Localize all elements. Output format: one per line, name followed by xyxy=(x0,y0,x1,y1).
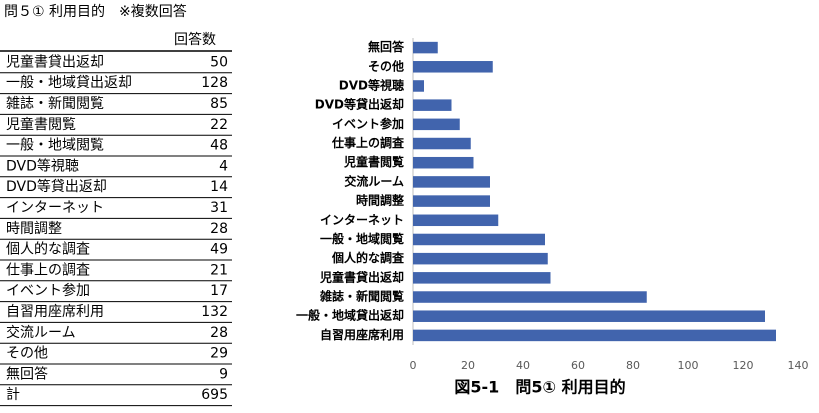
row-value: 14 xyxy=(210,179,228,195)
x-tick-label: 0 xyxy=(410,359,417,372)
y-tick-label: 無回答 xyxy=(368,39,405,54)
bar xyxy=(413,176,490,188)
x-tick-label: 80 xyxy=(626,359,640,372)
row-label: 児童書閲覧 xyxy=(6,116,76,133)
row-value: 48 xyxy=(210,138,228,154)
bar xyxy=(413,61,493,73)
row-label: 計 xyxy=(6,387,20,403)
y-tick-label: 個人的な調査 xyxy=(331,250,405,265)
y-tick-label: 雑誌・新聞閲覧 xyxy=(319,289,404,304)
y-tick-label: DVD等視聴 xyxy=(339,77,404,92)
row-label: 一般・地域貸出返却 xyxy=(6,75,132,91)
bar xyxy=(413,41,438,54)
row-label: DVD等貸出返却 xyxy=(6,178,107,195)
row-value: 17 xyxy=(210,283,228,299)
chart-title: 図5-1 問5① 利用目的 xyxy=(454,378,625,397)
row-value: 49 xyxy=(210,242,228,258)
row-label: 時間調整 xyxy=(6,221,62,237)
y-tick-label: イベント参加 xyxy=(332,116,404,131)
x-tick-label: 20 xyxy=(461,359,475,372)
bar xyxy=(413,252,548,265)
bar xyxy=(413,195,490,207)
row-label: DVD等視聴 xyxy=(6,157,79,174)
bar xyxy=(413,80,424,92)
bar xyxy=(413,233,545,246)
x-tick-label: 40 xyxy=(516,359,530,372)
bar xyxy=(413,272,551,284)
row-label: その他 xyxy=(6,346,48,362)
bar xyxy=(413,329,776,342)
row-label: 個人的な調査 xyxy=(6,242,90,258)
y-tick-label: 一般・地域貸出返却 xyxy=(296,308,404,323)
row-value: 128 xyxy=(201,75,228,91)
row-value: 9 xyxy=(219,366,228,382)
y-tick-label: 児童書貸出返却 xyxy=(319,269,404,284)
row-label: 雑誌・新聞閲覧 xyxy=(6,95,104,112)
y-tick-label: インターネット xyxy=(320,213,404,227)
row-value: 4 xyxy=(219,158,228,174)
y-tick-label: 児童書閲覧 xyxy=(343,154,404,169)
row-value: 28 xyxy=(210,221,228,237)
bar xyxy=(413,118,460,131)
row-value: 695 xyxy=(201,387,228,403)
bar xyxy=(413,291,647,303)
x-tick-label: 100 xyxy=(678,359,699,372)
row-value: 22 xyxy=(210,117,228,133)
bar xyxy=(413,310,765,322)
row-label: 交流ルーム xyxy=(6,324,76,341)
row-value: 31 xyxy=(210,200,228,216)
x-tick-label: 120 xyxy=(733,359,754,372)
row-value: 28 xyxy=(210,325,228,341)
row-value: 21 xyxy=(210,262,228,278)
table-title: 問５① 利用目的 ※複数回答 xyxy=(4,3,187,20)
row-label: 仕事上の調査 xyxy=(6,262,90,278)
row-label: インターネット xyxy=(6,200,104,216)
row-label: 自習用座席利用 xyxy=(6,304,104,320)
row-value: 29 xyxy=(210,346,228,362)
row-value: 85 xyxy=(210,96,228,112)
bar xyxy=(413,137,471,150)
y-tick-label: 時間調整 xyxy=(356,193,404,208)
y-tick-label: 交流ルーム xyxy=(344,173,404,188)
y-tick-label: その他 xyxy=(368,58,404,73)
row-value: 132 xyxy=(201,304,228,320)
x-tick-label: 140 xyxy=(788,359,809,372)
row-label: 無回答 xyxy=(6,365,48,382)
x-tick-label: 60 xyxy=(571,359,585,372)
row-label: イベント参加 xyxy=(6,282,90,299)
row-value: 50 xyxy=(210,54,228,70)
y-tick-label: DVD等貸出返却 xyxy=(315,97,404,112)
table-header: 回答数 xyxy=(174,31,216,48)
y-tick-label: 自習用座席利用 xyxy=(320,327,404,342)
bar xyxy=(413,214,499,227)
bar xyxy=(413,99,452,111)
bar xyxy=(413,156,474,169)
y-tick-label: 仕事上の調査 xyxy=(331,135,405,150)
row-label: 一般・地域閲覧 xyxy=(6,137,104,154)
y-tick-label: 一般・地域閲覧 xyxy=(320,231,404,246)
row-label: 児童書貸出返却 xyxy=(6,53,104,70)
